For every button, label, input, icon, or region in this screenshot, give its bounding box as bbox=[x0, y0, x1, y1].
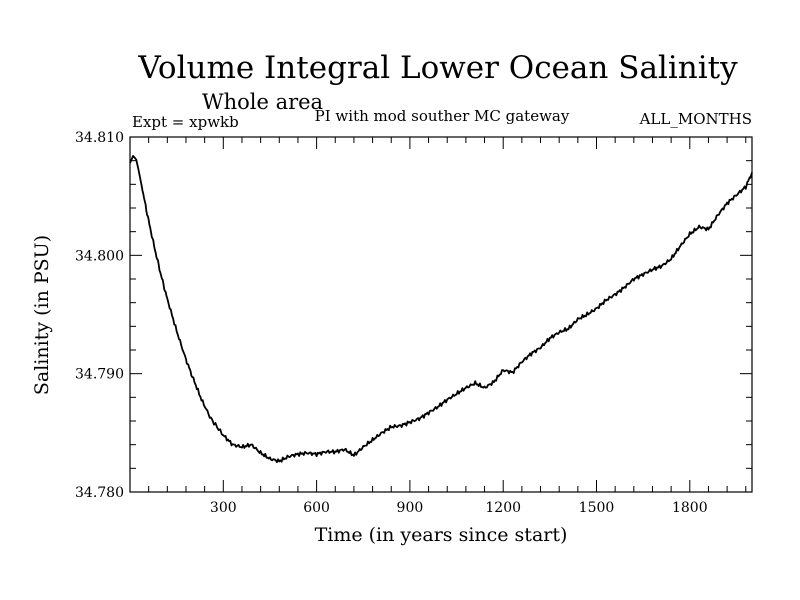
chart-subtitle: Whole area bbox=[202, 90, 323, 114]
y-tick-label: 34.780 bbox=[75, 485, 124, 501]
x-tick-label: 1200 bbox=[485, 500, 521, 516]
plot-frame bbox=[129, 136, 753, 493]
chart-title: Volume Integral Lower Ocean Salinity bbox=[137, 50, 738, 86]
y-axis-ticks bbox=[130, 136, 752, 493]
y-tick-label: 34.800 bbox=[75, 248, 124, 264]
x-tick-label: 900 bbox=[397, 500, 424, 516]
x-axis-label: Time (in years since start) bbox=[315, 524, 568, 546]
x-tick-label: 600 bbox=[303, 500, 330, 516]
y-tick-label: 34.810 bbox=[75, 130, 124, 146]
y-axis-label: Salinity (in PSU) bbox=[31, 235, 53, 395]
y-tick-label: 34.790 bbox=[75, 367, 124, 383]
x-tick-label: 1500 bbox=[579, 500, 615, 516]
salinity-series-line bbox=[129, 155, 753, 464]
x-tick-label: 1800 bbox=[672, 500, 708, 516]
y-axis-tick-labels: 34.780 34.790 34.800 34.810 bbox=[75, 130, 124, 501]
x-tick-label: 300 bbox=[210, 500, 237, 516]
experiment-description: PI with mod souther MC gateway bbox=[315, 107, 570, 125]
x-axis-ticks bbox=[148, 137, 747, 492]
months-label: ALL_MONTHS bbox=[639, 110, 752, 128]
x-axis-tick-labels: 300 600 900 1200 1500 1800 bbox=[210, 500, 708, 516]
experiment-label: Expt = xpwkb bbox=[132, 113, 239, 131]
